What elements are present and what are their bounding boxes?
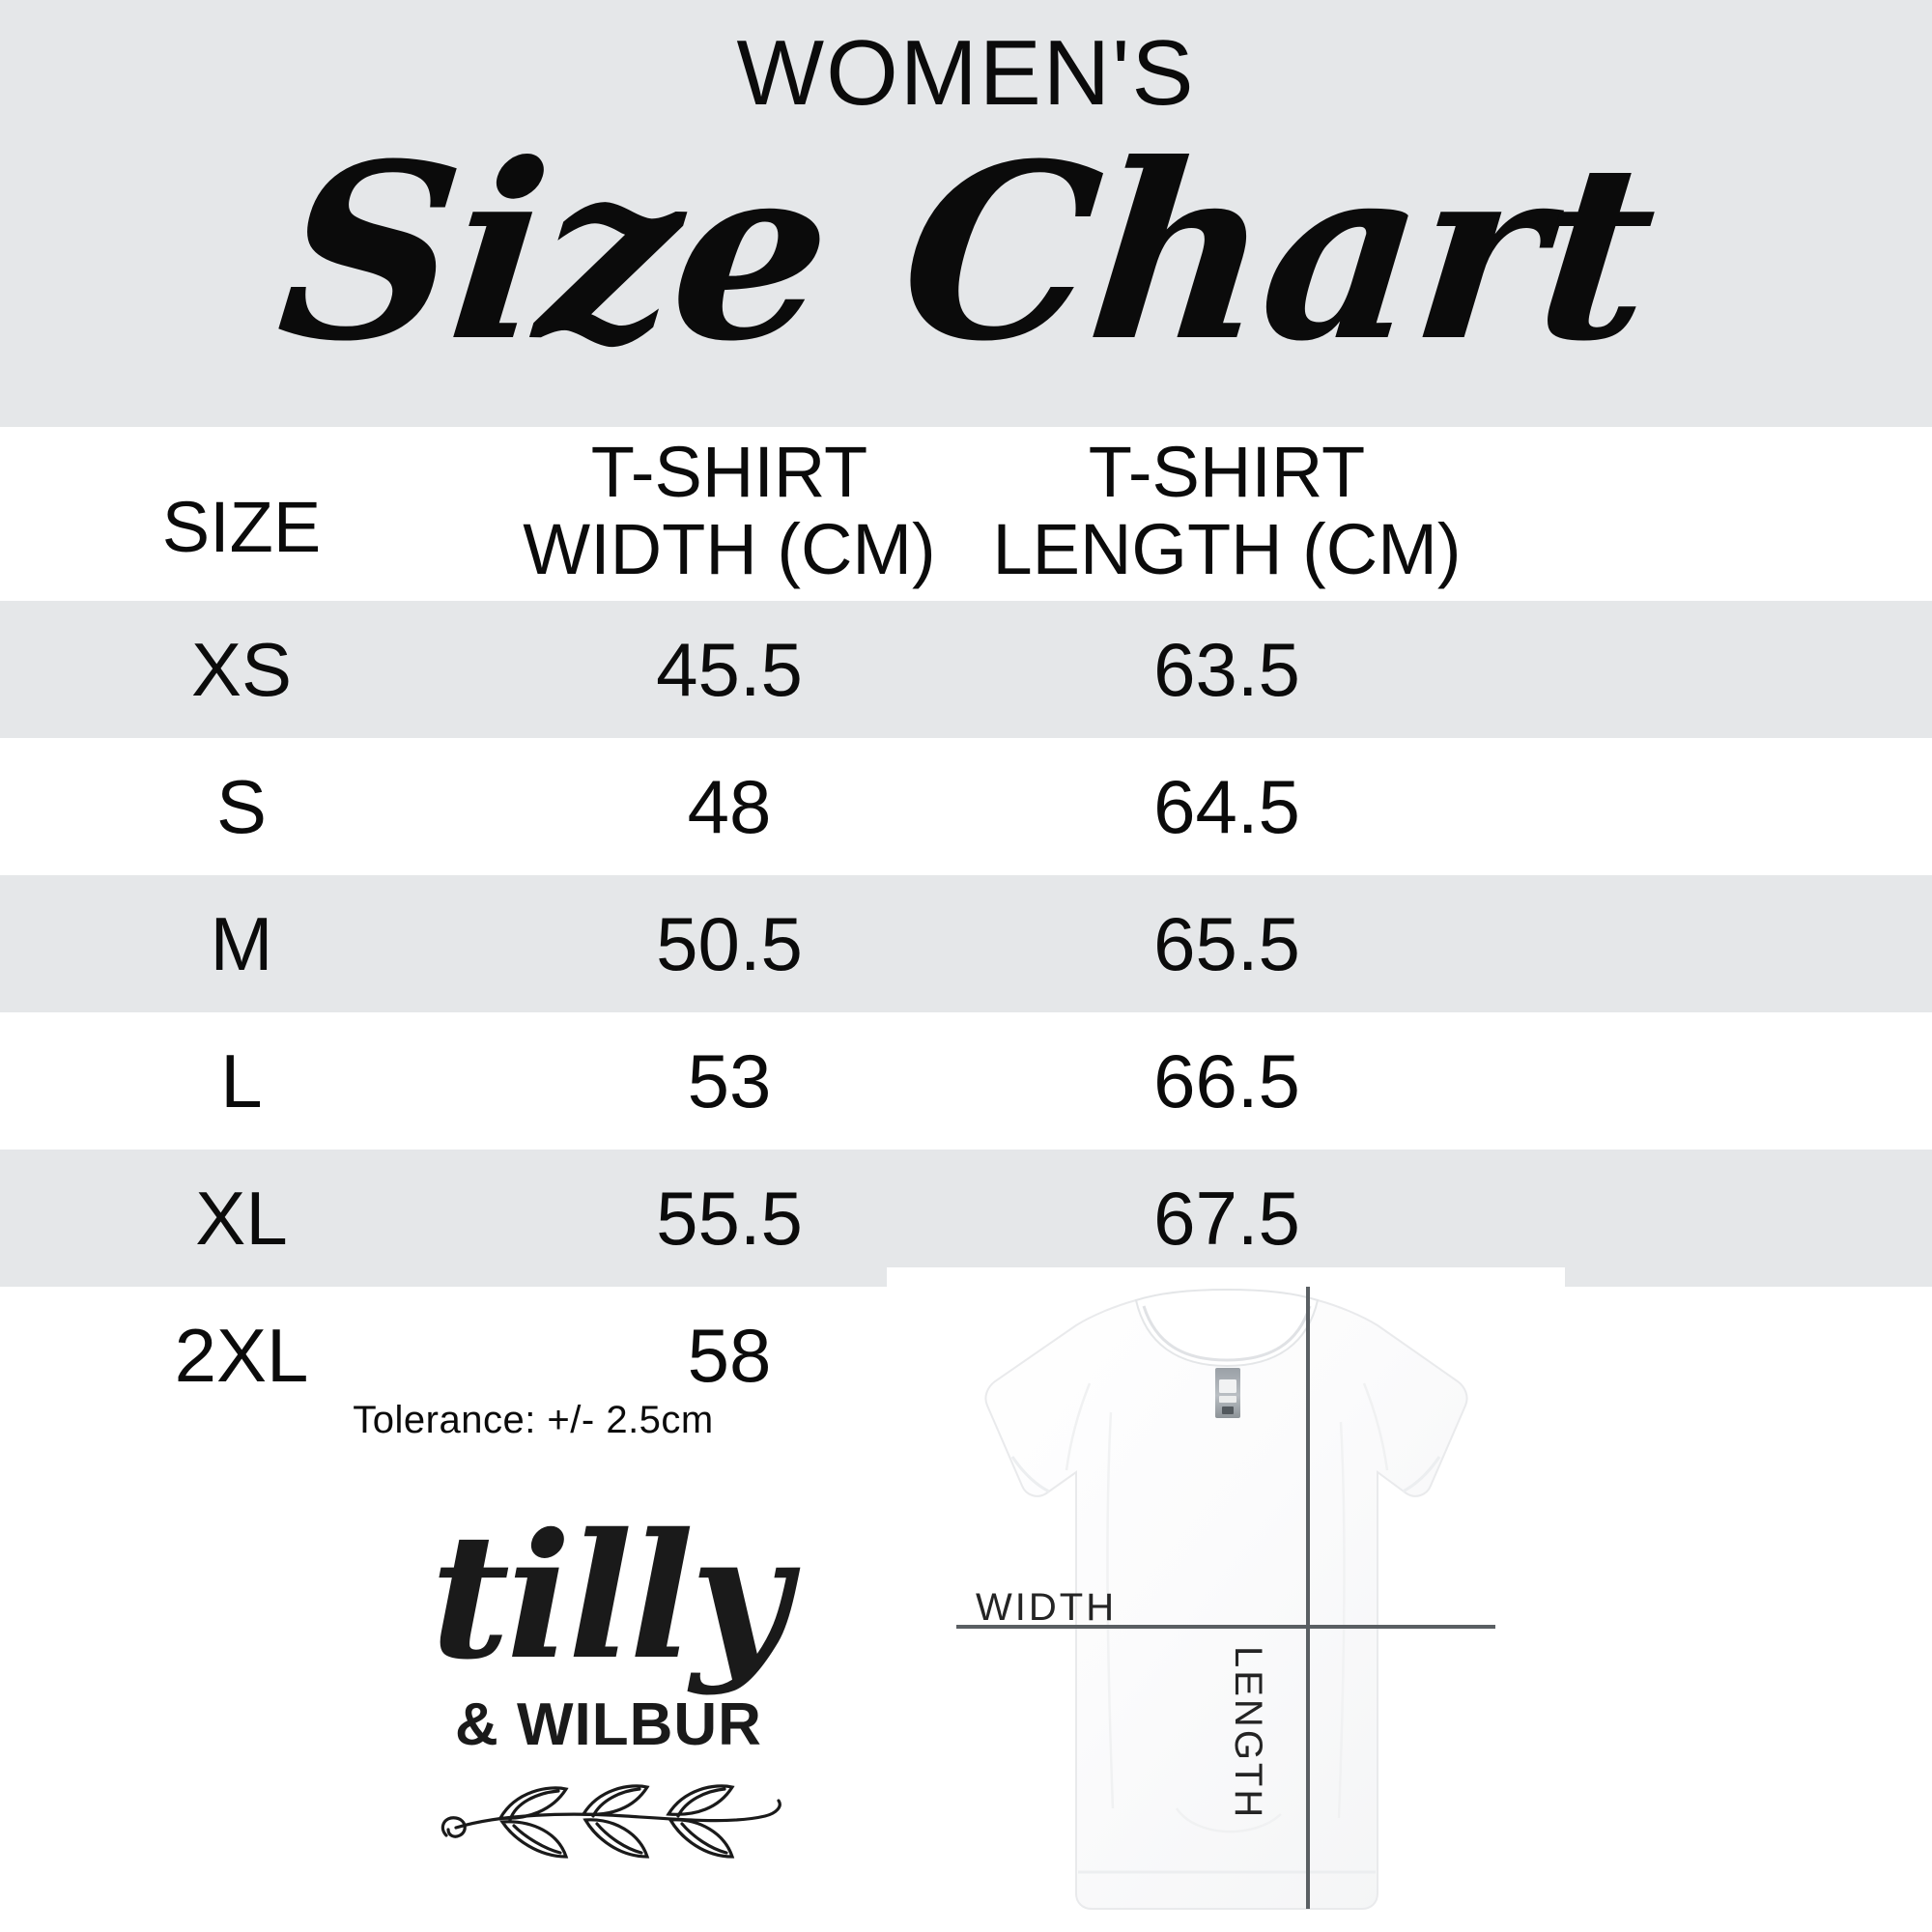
header-band: WOMEN'S Size Chart [0,0,1932,427]
table-header-row: SIZE T-SHIRT WIDTH (CM) T-SHIRT LENGTH (… [0,427,1932,601]
header-eyebrow: WOMEN'S [736,21,1196,125]
cell-width: 55.5 [656,1175,803,1261]
cell-size: L [220,1037,263,1123]
column-header-size: SIZE [0,427,483,601]
column-header-length: T-SHIRT LENGTH (CM) [976,427,1478,601]
laurel-branch-icon [440,1784,781,1859]
column-header-length-line1: T-SHIRT [1088,432,1366,513]
cell-length: 66.5 [1153,1037,1300,1123]
column-header-width: T-SHIRT WIDTH (CM) [483,427,976,601]
table-row: M 50.5 65.5 [0,875,1932,1012]
cell-size: S [215,763,268,849]
cell-length: 64.5 [1153,763,1300,849]
cell-width: 45.5 [656,626,803,712]
cell-length: 65.5 [1153,900,1300,986]
cell-size: XL [195,1175,288,1261]
size-table: SIZE T-SHIRT WIDTH (CM) T-SHIRT LENGTH (… [0,427,1932,1424]
tshirt-width-label: WIDTH [976,1586,1118,1629]
brand-logo: tilly & WILBUR [406,1511,811,1903]
table-row: S 48 64.5 [0,738,1932,875]
column-header-size-label: SIZE [161,487,322,568]
cell-width: 50.5 [656,900,803,986]
column-header-length-line2: LENGTH (CM) [992,509,1462,589]
tshirt-icon [956,1287,1495,1910]
table-row: L 53 66.5 [0,1012,1932,1150]
tshirt-illustration: WIDTH LENGTH [887,1267,1565,1932]
cell-size: 2XL [174,1312,309,1398]
tolerance-note: Tolerance: +/- 2.5cm [353,1399,714,1441]
cell-width: 58 [687,1312,772,1398]
cell-length: 63.5 [1153,626,1300,712]
spacer-right [1478,427,1932,601]
brand-logo-script-name: tilly [430,1495,791,1697]
page-title: Size Chart [268,110,1664,394]
tshirt-length-label: LENGTH [1227,1646,1269,1821]
cell-width: 53 [687,1037,772,1123]
brand-logo-secondary-name: & WILBUR [455,1691,762,1758]
cell-length: 67.5 [1153,1175,1300,1261]
column-header-width-line2: WIDTH (CM) [523,509,936,589]
table-row: XL 55.5 67.5 [0,1150,1932,1287]
cell-width: 48 [687,763,772,849]
cell-size: XS [190,626,293,712]
column-header-width-line1: T-SHIRT [590,432,868,513]
cell-size: M [210,900,273,986]
table-row: XS 45.5 63.5 [0,601,1932,738]
